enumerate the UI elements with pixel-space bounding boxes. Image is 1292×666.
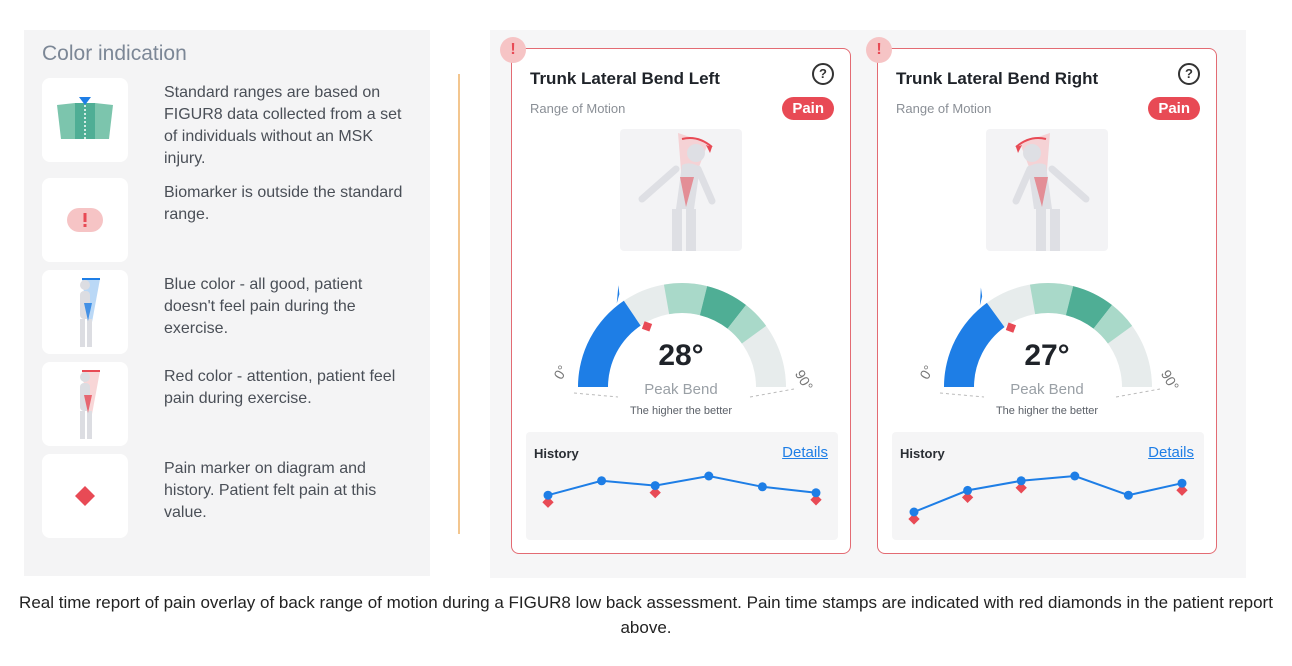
card-title: Trunk Lateral Bend Left	[530, 69, 720, 88]
pain-marker	[1005, 322, 1017, 333]
gauge-tail	[573, 392, 619, 398]
legend-item-text: Pain marker on diagram and history. Pati…	[164, 460, 377, 521]
history-point	[909, 507, 919, 517]
legend-item-text: Blue color - all good, patient doesn't f…	[164, 276, 363, 337]
history-point	[963, 485, 973, 495]
history-line	[547, 474, 817, 497]
peak-bend-gauge: 0° 90°	[550, 283, 816, 398]
gauge-standard-band	[1065, 286, 1113, 329]
gauge-standard-band	[1093, 305, 1133, 344]
gauge-standard-band	[727, 305, 767, 344]
report-card-left: ! Trunk Lateral Bend Left ? Range of Mot…	[500, 37, 851, 554]
gauge-tail	[749, 388, 795, 398]
peak-bend-hint: The higher the better	[995, 405, 1099, 417]
details-link[interactable]: Details	[782, 444, 828, 461]
peak-bend-value: 27°	[1024, 339, 1070, 372]
peak-bend-value: 28°	[658, 339, 704, 372]
pain-marker	[641, 321, 653, 332]
report-card-right: ! Trunk Lateral Bend Right ? Range of Mo…	[866, 37, 1217, 554]
history-line	[913, 474, 1183, 513]
card-subtitle: Range of Motion	[896, 101, 992, 116]
pain-diamond-icon	[42, 454, 128, 538]
legend-item-text: Red color - attention, patient feel pain…	[164, 368, 396, 407]
history-point	[1177, 478, 1187, 488]
legend-item: Pain marker on diagram and history. Pati…	[42, 454, 412, 538]
gauge-pointer	[616, 285, 620, 304]
peak-bend-label: Peak Bend	[1010, 381, 1084, 398]
figure-caption: Real time report of pain overlay of back…	[19, 593, 1273, 637]
standard-range-icon	[42, 78, 128, 162]
legend-title: Color indication	[42, 42, 187, 65]
gauge-standard-band	[1029, 283, 1074, 316]
exclamation-icon	[42, 178, 128, 262]
history-chart	[542, 471, 822, 508]
blue-figure-icon	[42, 270, 128, 354]
history-point	[757, 482, 767, 492]
color-legend-panel: Color indication Standard ranges are bas…	[24, 30, 430, 576]
history-point	[1070, 471, 1080, 481]
red-figure-icon	[42, 362, 128, 446]
exclamation-icon: !	[866, 37, 892, 63]
history-panel: History Details	[526, 432, 838, 540]
history-title: History	[900, 446, 945, 461]
card-subtitle: Range of Motion	[530, 101, 626, 116]
legend-item: Biomarker is outside the standard range.	[42, 178, 412, 262]
history-point	[650, 481, 660, 491]
history-point	[543, 490, 553, 500]
details-link[interactable]: Details	[1148, 444, 1194, 461]
exclamation-icon: !	[500, 37, 526, 63]
lateral-bend-figure-icon	[1012, 133, 1090, 251]
body-figure	[620, 129, 742, 251]
legend-item: Blue color - all good, patient doesn't f…	[42, 270, 412, 354]
legend-item: Standard ranges are based on FIGUR8 data…	[42, 78, 412, 170]
history-title: History	[534, 446, 579, 461]
gauge-tail	[939, 392, 985, 398]
peak-bend-label: Peak Bend	[644, 381, 718, 398]
gauge-pointer	[979, 287, 983, 306]
card-title: Trunk Lateral Bend Right	[896, 69, 1099, 88]
peak-bend-hint: The higher the better	[629, 405, 733, 417]
gauge-value-arc	[944, 302, 1005, 387]
history-point	[1016, 476, 1026, 486]
gauge-tail	[1115, 388, 1161, 398]
history-pain-marker	[1176, 484, 1188, 496]
legend-item-text: Standard ranges are based on FIGUR8 data…	[164, 84, 402, 167]
help-icon[interactable]: ?	[812, 63, 834, 85]
gauge-standard-band	[699, 286, 747, 329]
history-panel: History Details	[892, 432, 1204, 540]
peak-bend-gauge: 0° 90°	[916, 283, 1182, 398]
divider	[458, 74, 460, 534]
gauge-value-arc	[578, 300, 641, 387]
pain-badge: Pain	[1148, 97, 1200, 120]
help-icon[interactable]: ?	[1178, 63, 1200, 85]
history-point	[1123, 490, 1133, 500]
history-chart	[908, 471, 1188, 525]
pain-badge: Pain	[782, 97, 834, 120]
body-figure	[986, 129, 1108, 251]
legend-item-text: Biomarker is outside the standard range.	[164, 184, 403, 223]
gauge-standard-band	[663, 283, 708, 316]
history-point	[704, 471, 714, 481]
legend-item: Red color - attention, patient feel pain…	[42, 362, 412, 446]
history-point	[597, 476, 607, 486]
history-point	[811, 488, 821, 498]
lateral-bend-figure-icon	[638, 133, 716, 251]
